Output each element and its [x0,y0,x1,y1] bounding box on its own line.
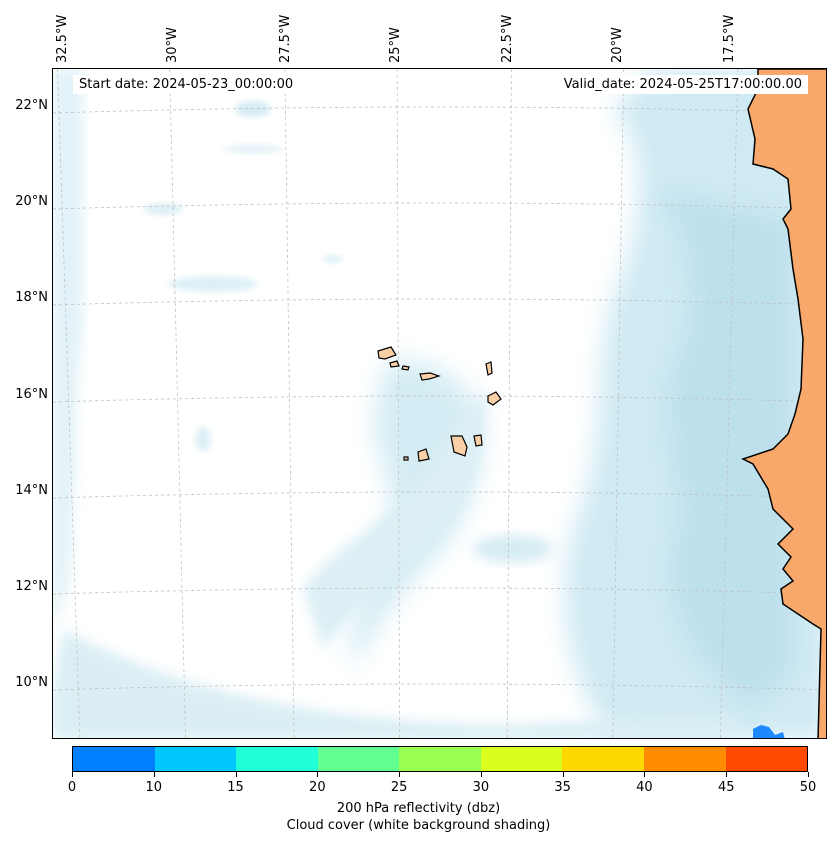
longitude-label: 17.5°W [722,14,737,63]
map-panel [52,68,827,739]
colorbar [72,746,808,772]
map-canvas [53,69,826,738]
start-date-label: Start date: 2024-05-23_00:00:00 [73,75,300,94]
latitude-label: 18°N [15,290,48,305]
cloud-cover-shading [53,69,826,738]
africa-landmass [741,69,826,738]
latitude-label: 20°N [15,194,48,209]
colorbar-segment [236,747,318,771]
latitude-label: 12°N [15,579,48,594]
colorbar-segment [643,747,726,771]
latitude-gridline [53,587,826,595]
valid-date-label: Valid_date: 2024-05-25T17:00:00.00 [557,75,808,94]
colorbar-tick [72,772,73,777]
colorbar-tick-label: 35 [554,780,571,795]
colorbar-segment [399,747,481,771]
colorbar-segment [562,747,644,771]
colorbar-tick [808,772,809,777]
latitude-gridline [53,106,826,114]
colorbar-segment [73,747,155,771]
longitude-gridline [506,69,512,738]
longitude-gridline [57,69,81,738]
longitude-label: 30°W [165,27,180,63]
colorbar-tick-label: 0 [67,780,77,795]
colorbar-tick [317,772,319,777]
colorbar-tick-label: 40 [636,780,653,795]
longitude-gridline [284,69,295,738]
latitude-label: 16°N [15,387,48,402]
latitude-gridline [53,683,826,691]
colorbar-tick-label: 50 [799,780,817,795]
colorbar-tick [480,772,482,777]
colorbar-tick [562,772,564,777]
colorbar-tick [235,772,237,777]
colorbar-title: 200 hPa reflectivity (dbz) [336,801,501,816]
colorbar-tick-label: 10 [145,780,163,795]
colorbar-segment [725,747,808,771]
longitude-label: 22.5°W [500,14,515,63]
colorbar-tick [644,772,646,777]
graticule [53,69,826,738]
colorbar-tick-label: 30 [472,780,490,795]
colorbar-tick-label: 20 [309,780,326,795]
colorbar-tick-label: 15 [227,780,244,795]
colorbar-tick [399,772,401,777]
longitude-gridline [396,69,401,738]
cape-verde-islands [377,346,502,462]
colorbar-tick-label: 25 [390,780,408,795]
latitude-label: 10°N [15,675,48,690]
latitude-gridline [53,202,826,210]
reflectivity-cell [753,725,785,738]
longitude-label: 25°W [388,27,403,63]
colorbar-segment [154,747,237,771]
longitude-label: 32.5°W [55,14,70,63]
longitude-gridline [169,69,186,738]
colorbar-tick-label: 45 [717,780,735,795]
latitude-label: 22°N [15,98,48,113]
latitude-gridline [53,395,826,403]
latitude-gridline [53,491,826,499]
latitude-gridline [53,298,826,306]
longitude-label: 20°W [610,27,625,63]
colorbar-tick [153,772,155,777]
longitude-gridline [719,69,739,738]
longitude-gridline [612,69,624,738]
latitude-label: 14°N [15,483,48,498]
longitude-label: 27.5°W [278,14,293,63]
colorbar-segment [317,747,400,771]
colorbar-subtitle: Cloud cover (white background shading) [286,818,551,833]
colorbar-segment [480,747,563,771]
colorbar-tick [726,772,728,777]
